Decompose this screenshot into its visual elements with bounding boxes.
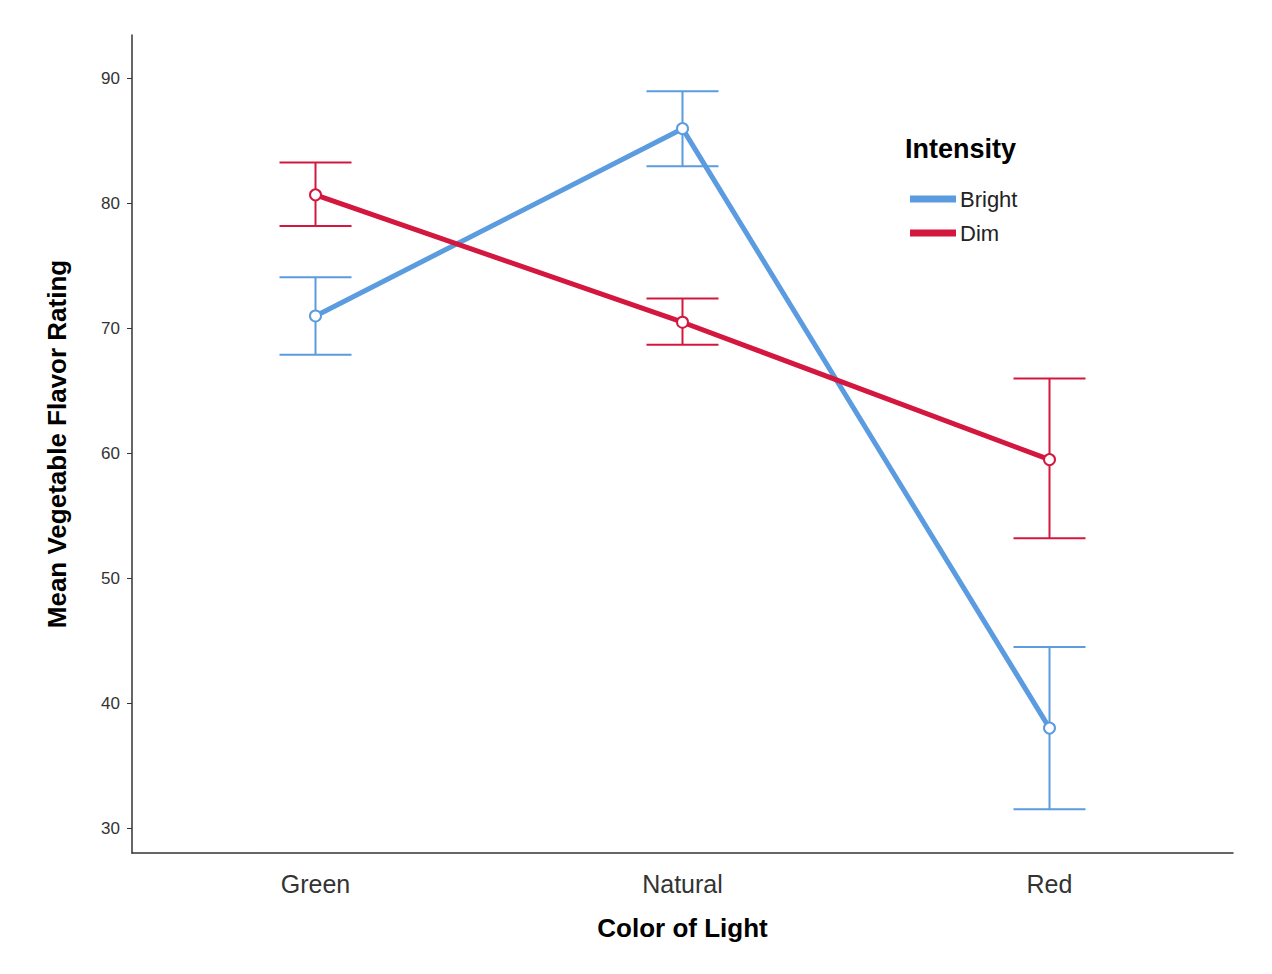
svg-text:30: 30 <box>101 819 120 838</box>
svg-text:40: 40 <box>101 694 120 713</box>
svg-text:Natural: Natural <box>642 870 723 898</box>
svg-text:Green: Green <box>281 870 350 898</box>
svg-text:Red: Red <box>1027 870 1073 898</box>
svg-text:60: 60 <box>101 444 120 463</box>
svg-text:90: 90 <box>101 69 120 88</box>
svg-text:Mean Vegetable Flavor Rating: Mean Vegetable Flavor Rating <box>42 260 72 628</box>
svg-text:70: 70 <box>101 319 120 338</box>
svg-text:Dim: Dim <box>960 221 999 246</box>
svg-text:Bright: Bright <box>960 187 1017 212</box>
svg-text:50: 50 <box>101 569 120 588</box>
svg-text:Color of Light: Color of Light <box>597 913 768 943</box>
svg-text:80: 80 <box>101 194 120 213</box>
svg-text:Intensity: Intensity <box>905 134 1016 164</box>
